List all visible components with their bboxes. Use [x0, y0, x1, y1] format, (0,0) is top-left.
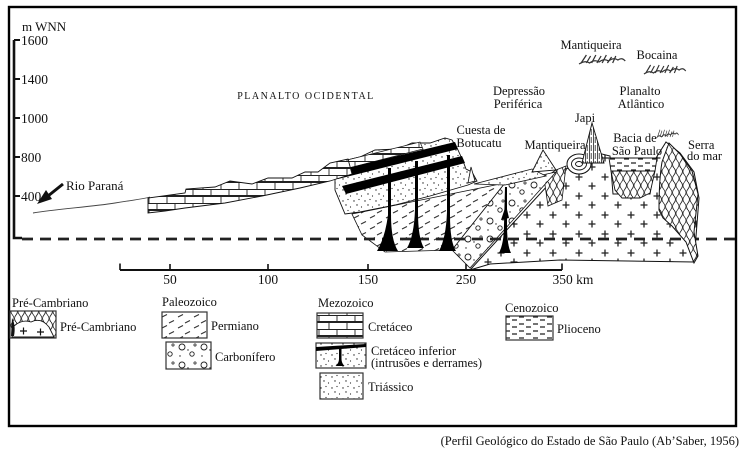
label-cuesta-line2: Botucatu — [456, 136, 502, 150]
legend-group-paleozoic-title: Paleozoico — [162, 295, 217, 309]
legend-item-triassic-label: Triássico — [368, 380, 413, 394]
label-rio-parana: Rio Paraná — [66, 178, 124, 193]
scale-end-label: 350 km — [553, 272, 594, 287]
label-mantiqueira-low: Mantiqueira — [524, 138, 586, 152]
legend-item-cretaceous-label: Cretáceo — [368, 320, 412, 334]
label-depressao-line1: Depressão — [493, 84, 545, 98]
axis-tick-1600: 1600 — [21, 33, 48, 48]
legend-swatch-cretaceous — [316, 312, 364, 339]
axis-tick-1000: 1000 — [21, 111, 48, 126]
legend-swatch-cretaceous-inferior — [315, 342, 367, 369]
escarpment-pinnacle — [467, 166, 476, 184]
label-bacia-line2: São Paulo — [612, 144, 662, 158]
axis-tick-1400: 1400 — [21, 72, 48, 87]
cross-section-terrain — [22, 54, 735, 272]
axis-tick-800: 800 — [21, 150, 42, 165]
mantiqueira-peak — [531, 149, 557, 173]
scale-tick-100: 100 — [258, 272, 279, 287]
scale-tick-50: 50 — [163, 272, 177, 287]
cretaceous-brick-band — [147, 158, 353, 214]
sao-paulo-basin — [608, 157, 658, 199]
label-japi: Japi — [575, 111, 596, 125]
legend-group-mesozoic-title: Mezozoico — [318, 296, 374, 310]
label-planalto-atlantico-line2: Atlântico — [618, 97, 665, 111]
axis-tick-400: 400 — [21, 189, 42, 204]
label-cuesta-line1: Cuesta de — [457, 123, 506, 137]
legend-item-cretaceous-inferior-label: Cretáceo inferior — [371, 344, 457, 358]
legend-swatch-carboniferous — [165, 341, 212, 370]
label-planalto-atlantico-line1: Planalto — [620, 84, 661, 98]
japi-peak — [581, 121, 605, 164]
legend-swatch-permian — [161, 311, 208, 339]
rio-parana-arrow-icon — [37, 182, 64, 204]
serra-do-mar-massif — [658, 142, 699, 265]
legend-swatch-precambrian — [9, 310, 57, 339]
legend-swatch-pliocene — [505, 315, 554, 341]
river-plain-line — [32, 196, 151, 214]
basalt-band-2 — [342, 156, 465, 194]
distance-scale-bar: 50 100 150 250 350 km — [119, 263, 594, 287]
basalt-band-1 — [335, 142, 458, 179]
legend-item-pliocene-label: Plioceno — [557, 322, 601, 336]
scale-tick-250: 250 — [456, 272, 477, 287]
axis-unit-label: m WNN — [22, 19, 67, 34]
profile-label-layer: PLANALTO OCIDENTAL Rio Paraná Cuesta de … — [66, 38, 723, 193]
legend: Pré-Cambriano Pré-Cambriano Paleozoico P… — [9, 295, 601, 400]
figure-caption: (Perfil Geológico do Estado de São Paulo… — [440, 434, 739, 448]
label-bacia-line1: Bacia de — [613, 131, 657, 145]
label-planalto-ocidental: PLANALTO OCIDENTAL — [237, 91, 375, 102]
legend-item-carboniferous-label: Carbonífero — [215, 350, 275, 364]
label-mantiqueira-top: Mantiqueira — [560, 38, 622, 52]
label-bocaina: Bocaina — [637, 48, 678, 62]
label-serra-line1: Serra — [688, 138, 715, 152]
basalt-dikes — [377, 155, 511, 253]
scale-tick-150: 150 — [358, 272, 379, 287]
legend-swatch-triassic — [319, 372, 364, 400]
legend-item-cretaceous-inferior-label2: (intrusões e derrames) — [371, 356, 482, 370]
elevation-axis: m WNN 1600 1400 1000 800 400 — [12, 19, 67, 240]
legend-item-precambrian-label: Pré-Cambriano — [60, 320, 136, 334]
legend-group-precambrian-title: Pré-Cambriano — [12, 296, 88, 310]
label-depressao-line2: Periférica — [494, 97, 543, 111]
triassic-slope-wedge — [473, 168, 548, 186]
label-serra-line2: do mar — [687, 149, 723, 163]
legend-item-permian-label: Permiano — [211, 319, 259, 333]
legend-group-cenozoic-title: Cenozoico — [505, 301, 558, 315]
profile-drawing: m WNN 1600 1400 1000 800 400 50 100 150 … — [7, 5, 738, 428]
